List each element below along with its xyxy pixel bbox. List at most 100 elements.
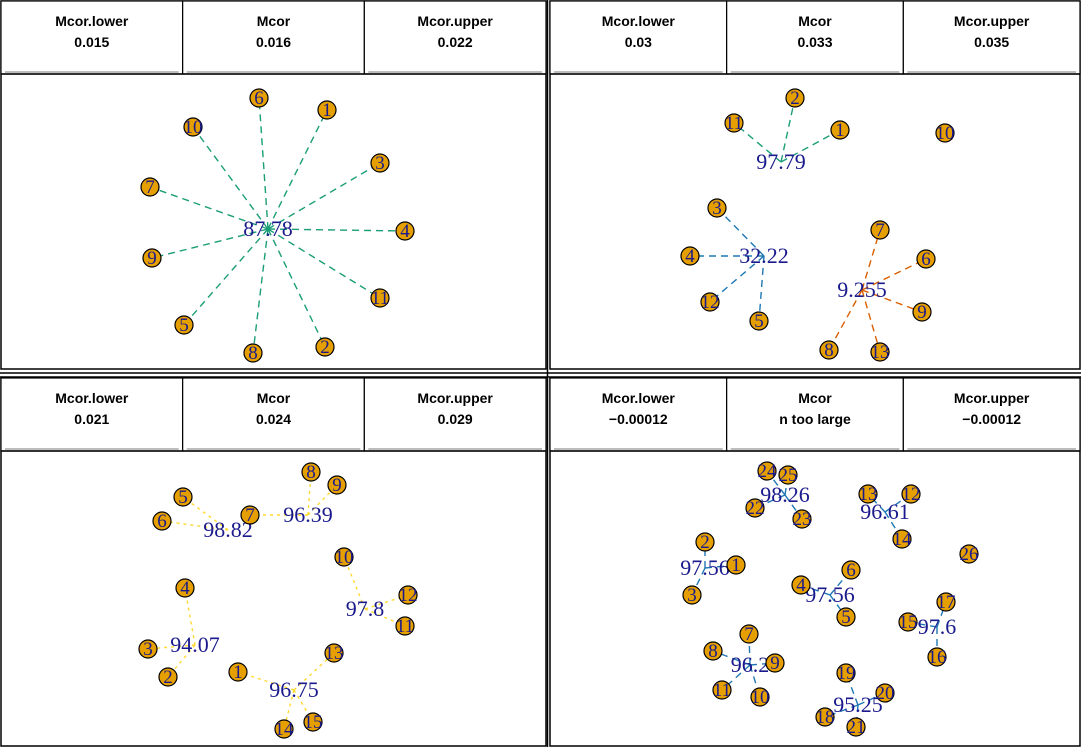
- node: 16: [927, 647, 947, 668]
- edges: [691, 470, 947, 728]
- node-circle: [749, 311, 769, 331]
- cluster-labels: 97.79 32.22 9.255: [739, 149, 887, 302]
- node: 7: [870, 220, 890, 241]
- node: 17: [936, 592, 956, 613]
- nodes: 89 56 7 10 4 12 11 3 13 2 1 14 15: [138, 462, 418, 740]
- node-circle: [750, 687, 770, 707]
- node: 5: [749, 311, 769, 332]
- header-cell-1: Mcor 0.024: [182, 377, 365, 452]
- node-circle: [240, 505, 260, 525]
- node-label: 18: [816, 707, 835, 728]
- edge: [712, 650, 751, 666]
- node-circle: [158, 667, 178, 687]
- header-value: 0.022: [438, 34, 473, 50]
- node: 13: [858, 484, 878, 505]
- node-label: 4: [796, 575, 806, 596]
- node-label: 6: [157, 511, 167, 532]
- header-name: Mcor.upper: [954, 390, 1030, 406]
- node: 24: [757, 461, 777, 482]
- node-circle: [327, 475, 347, 495]
- header-value: 0.03: [625, 34, 652, 50]
- node-label: 9: [147, 248, 157, 269]
- header-cell-2: Mcor.upper 0.029: [363, 377, 547, 452]
- edge: [867, 493, 886, 513]
- cluster-label: 97.8: [346, 596, 385, 621]
- node-circle: [739, 624, 759, 644]
- header-box: [363, 0, 547, 75]
- node: 8: [819, 340, 839, 361]
- node-circle: [398, 585, 418, 605]
- node-label: 19: [837, 663, 856, 684]
- header-cell-1: Mcor 0.016: [182, 0, 365, 75]
- edge: [758, 255, 765, 322]
- node-circle: [175, 578, 195, 598]
- node-circle: [726, 555, 746, 575]
- header-box: [726, 0, 904, 75]
- node: 5: [174, 315, 194, 336]
- node-circle: [142, 248, 162, 268]
- header-cell-2: Mcor.upper −0.00012: [902, 377, 1081, 452]
- node-label: 6: [254, 88, 264, 109]
- node-label: 8: [248, 343, 258, 364]
- node-circle: [152, 511, 172, 531]
- node-circle: [703, 641, 723, 661]
- node-circle: [912, 302, 932, 322]
- node-label: 8: [306, 462, 316, 483]
- node-label: 7: [245, 505, 255, 526]
- node: 26: [959, 544, 979, 565]
- node-circle: [901, 484, 921, 504]
- node: 8: [301, 462, 321, 483]
- edge: [149, 186, 269, 230]
- header-value: 0.016: [256, 34, 291, 50]
- node: 13: [324, 643, 344, 664]
- node-circle: [846, 717, 866, 737]
- edge: [721, 664, 751, 691]
- node-circle: [936, 592, 956, 612]
- header-name: Mcor: [798, 390, 832, 406]
- node-label: 11: [396, 616, 414, 637]
- node-label: 5: [754, 311, 764, 332]
- cluster-label: 32.22: [739, 243, 789, 268]
- header-name: Mcor.upper: [417, 390, 493, 406]
- edge: [258, 97, 269, 230]
- node-label: 5: [178, 487, 188, 508]
- header-box: [549, 0, 728, 75]
- node: 3: [682, 585, 702, 606]
- node: 11: [395, 616, 415, 637]
- node: 23: [792, 509, 812, 530]
- header-cell-0: Mcor.lower 0.03: [549, 0, 728, 75]
- header-cell-0: Mcor.lower 0.021: [0, 377, 184, 452]
- cluster-label: 9.255: [837, 277, 887, 302]
- node-circle: [249, 88, 269, 108]
- node-label: 12: [399, 585, 418, 606]
- node: 15: [303, 712, 323, 733]
- cluster-label: 98.26: [760, 482, 810, 507]
- header-value: n too large: [779, 411, 851, 427]
- cluster-label: 87.78: [243, 216, 293, 241]
- node-label: 12: [701, 292, 720, 313]
- node-circle: [138, 639, 158, 659]
- node-label: 10: [751, 687, 770, 708]
- cluster-label: 96.39: [283, 502, 333, 527]
- cluster-label: 95.25: [833, 692, 883, 717]
- node-circle: [815, 707, 835, 727]
- node: 25: [778, 465, 798, 486]
- node: 1: [726, 555, 746, 576]
- header-box: [902, 0, 1081, 75]
- node: 1: [317, 100, 337, 121]
- edge: [267, 228, 326, 348]
- node-label: 9: [770, 653, 780, 674]
- node: 2: [158, 667, 178, 688]
- node: 4: [791, 575, 811, 596]
- node: 6: [916, 249, 936, 270]
- node: 3: [370, 153, 390, 174]
- node-label: 25: [779, 465, 798, 486]
- edge: [267, 228, 381, 299]
- node-label: 7: [744, 624, 754, 645]
- header-name: Mcor.upper: [954, 13, 1030, 29]
- header-name: Mcor.lower: [55, 13, 129, 29]
- node-label: 14: [893, 529, 913, 550]
- header-value: −0.00012: [962, 411, 1021, 427]
